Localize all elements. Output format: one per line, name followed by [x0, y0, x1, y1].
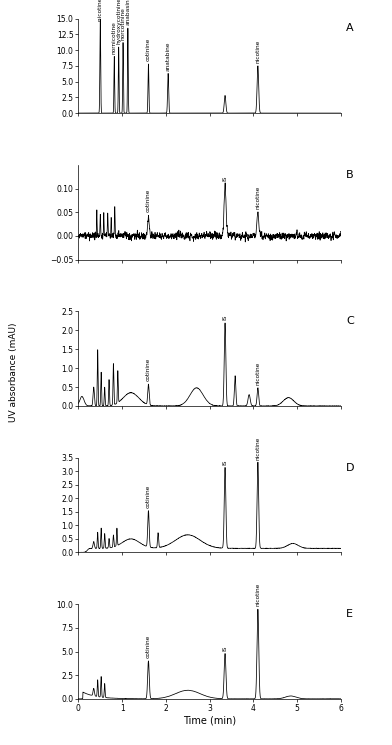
- Text: anabasine: anabasine: [125, 0, 131, 25]
- Text: E: E: [346, 609, 353, 619]
- Text: B: B: [346, 170, 354, 180]
- Text: UV absorbance (mAU): UV absorbance (mAU): [9, 323, 18, 422]
- Text: IS: IS: [223, 314, 227, 320]
- Text: hydroxycotinine: hydroxycotinine: [116, 0, 121, 44]
- Text: IS: IS: [223, 459, 227, 465]
- Text: norcotinine: norcotinine: [121, 7, 125, 39]
- Text: A: A: [346, 23, 354, 34]
- Text: nicotine: nicotine: [255, 186, 260, 209]
- Text: nicotine: nicotine: [255, 361, 260, 385]
- Text: cotinine: cotinine: [146, 484, 151, 508]
- Text: nornicotine: nornicotine: [112, 21, 117, 54]
- Text: anatabine: anatabine: [166, 41, 171, 71]
- X-axis label: Time (min): Time (min): [183, 715, 236, 726]
- Text: nicotine: nicotine: [255, 437, 260, 460]
- Text: C: C: [346, 316, 354, 326]
- Text: IS: IS: [223, 176, 227, 181]
- Text: nicotine: nicotine: [255, 583, 260, 606]
- Text: cotinine: cotinine: [146, 38, 151, 61]
- Text: cotinine: cotinine: [146, 635, 151, 658]
- Text: nicotine: nicotine: [255, 39, 260, 63]
- Text: cotinine: cotinine: [146, 189, 151, 212]
- Text: IS: IS: [223, 645, 227, 650]
- Text: D: D: [346, 463, 355, 472]
- Text: cotinine: cotinine: [146, 358, 151, 381]
- Text: nicotine oxide: nicotine oxide: [98, 0, 103, 21]
